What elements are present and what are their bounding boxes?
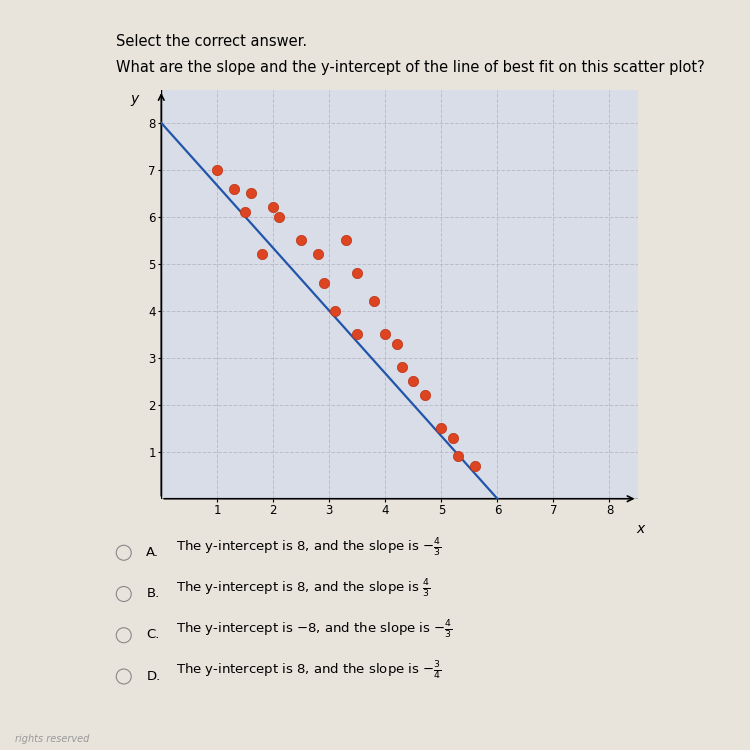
Point <box>273 211 285 223</box>
Text: What are the slope and the y-intercept of the line of best fit on this scatter p: What are the slope and the y-intercept o… <box>116 60 705 75</box>
Text: D.: D. <box>146 670 160 682</box>
Point <box>228 183 240 195</box>
Text: C.: C. <box>146 628 160 641</box>
Point <box>340 234 352 246</box>
Point <box>469 460 481 472</box>
Point <box>419 389 430 401</box>
Text: The y-intercept is 8, and the slope is $-\frac{3}{4}$: The y-intercept is 8, and the slope is $… <box>176 661 442 682</box>
Text: Select the correct answer.: Select the correct answer. <box>116 34 308 49</box>
Point <box>351 267 363 279</box>
Point <box>407 375 419 387</box>
Point <box>391 338 403 350</box>
Point <box>312 248 324 260</box>
Point <box>239 206 251 218</box>
Point <box>267 202 279 214</box>
Point <box>452 451 464 463</box>
Point <box>446 432 458 444</box>
Text: y: y <box>130 92 139 106</box>
Text: The y-intercept is 8, and the slope is $-\frac{4}{3}$: The y-intercept is 8, and the slope is $… <box>176 537 442 559</box>
Text: The y-intercept is 8, and the slope is $\frac{4}{3}$: The y-intercept is 8, and the slope is $… <box>176 578 430 600</box>
Point <box>351 328 363 340</box>
Text: A.: A. <box>146 546 159 559</box>
Point <box>318 277 330 289</box>
Text: The y-intercept is −8, and the slope is $-\frac{4}{3}$: The y-intercept is −8, and the slope is … <box>176 620 453 641</box>
Point <box>256 248 268 260</box>
Point <box>245 188 257 200</box>
Text: x: x <box>636 522 644 536</box>
Point <box>380 328 392 340</box>
Point <box>436 422 448 434</box>
Point <box>296 234 307 246</box>
Text: B.: B. <box>146 587 160 600</box>
Point <box>211 164 223 176</box>
Point <box>368 296 380 307</box>
Point <box>396 362 408 374</box>
Point <box>329 304 341 316</box>
Text: rights reserved: rights reserved <box>15 734 89 745</box>
